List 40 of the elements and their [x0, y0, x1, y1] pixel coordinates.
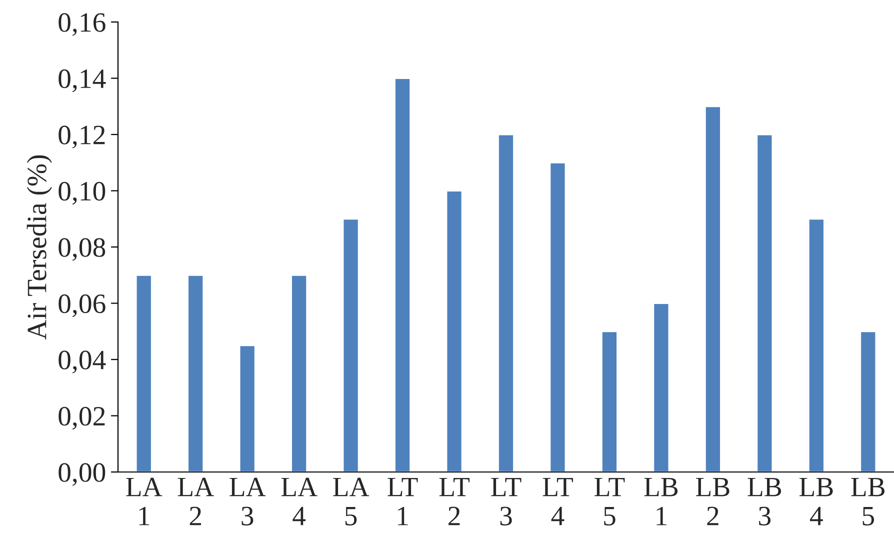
x-tick-label: LT 2 — [439, 478, 470, 526]
x-tick-label: LA 5 — [333, 478, 370, 526]
bar — [860, 330, 877, 472]
x-tick-label: LA 2 — [178, 478, 214, 526]
bar — [652, 302, 670, 472]
x-tick-label: LT 3 — [491, 478, 522, 526]
bar — [549, 162, 566, 472]
y-tick-label: 0,10 — [58, 182, 106, 205]
bar — [808, 218, 825, 472]
x-tick-label: LA 1 — [126, 478, 162, 526]
bar — [187, 274, 204, 472]
y-tick-label: 0,12 — [58, 126, 105, 148]
bar — [342, 218, 360, 472]
y-tick-label: 0,14 — [58, 69, 106, 92]
y-tick-label: 0,16 — [58, 13, 106, 36]
y-tick-label: 0,04 — [58, 350, 106, 374]
x-tick-label: LA 4 — [281, 478, 318, 526]
x-tick-label: LB 1 — [644, 478, 678, 526]
x-tick-label: LB 3 — [748, 478, 782, 526]
bar — [756, 134, 774, 472]
y-tick-label: 0,08 — [58, 238, 106, 261]
x-tick-label: LA 3 — [230, 478, 266, 526]
y-tick-label: 0,00 — [58, 463, 106, 486]
bar — [238, 344, 256, 472]
bar — [446, 190, 463, 472]
x-tick-label: LB 2 — [696, 478, 730, 526]
x-tick-label: LT 4 — [542, 478, 573, 526]
bar — [601, 330, 618, 472]
x-tick-label: LT 1 — [388, 478, 418, 526]
bar — [498, 134, 514, 472]
bar — [704, 106, 722, 472]
bar — [135, 274, 152, 472]
y-tick-label: 0,02 — [58, 406, 105, 430]
x-tick-label: LB 5 — [851, 478, 885, 526]
y-axis-title: Air Tersedia (%) — [26, 155, 52, 340]
bar — [394, 78, 411, 472]
y-tick-label: 0,06 — [58, 294, 106, 318]
x-tick-label: LB 4 — [799, 478, 833, 526]
x-tick-label: LT 5 — [594, 478, 625, 526]
bar — [290, 274, 308, 472]
